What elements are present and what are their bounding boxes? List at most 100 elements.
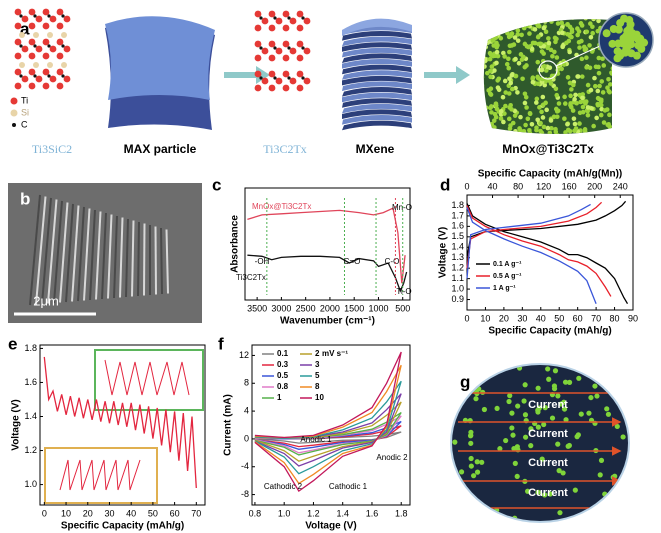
dot [567,13,572,18]
sem-texture [29,194,169,306]
atom [301,46,305,50]
panel-label: b [20,189,30,208]
dot [494,365,500,371]
dot [510,86,515,92]
dot [534,96,540,102]
dot [561,406,568,412]
dot [601,120,607,125]
atom [61,74,65,78]
atom [282,84,290,92]
y-tick-label: 1.5 [451,231,464,241]
series-label: Ti3C2Tx [236,273,266,282]
sem-stripe [29,194,41,306]
dot [499,19,505,24]
dot [498,108,504,114]
atom [303,47,311,55]
y-tick-label: 1.3 [451,252,464,262]
panel-g: g Current Current Current Current [450,363,630,523]
dot [534,21,539,26]
annotation: C-O [385,257,400,266]
dot [495,43,500,48]
mxene-layer [342,92,412,103]
dot [560,470,566,476]
dot [554,114,560,120]
x-tick-label: 1.6 [366,508,379,518]
dot [567,49,572,55]
x-tick-label: 0 [42,508,47,518]
dot [452,479,458,485]
atom [42,52,50,60]
dot [562,116,567,121]
dot [620,434,626,440]
dot [580,104,586,110]
dot [535,59,541,65]
atom [289,77,297,85]
atom [14,22,22,30]
atom [33,14,37,18]
dot [507,49,512,55]
dot [493,114,499,120]
sem-stripe [47,199,58,304]
legend-key [12,123,16,127]
x-tick-label: 20 [499,313,509,323]
dot [483,129,485,134]
dot [592,83,598,89]
dot [498,13,503,18]
dot [595,95,601,101]
dot [584,29,590,35]
dot [625,512,628,518]
dot [527,31,532,36]
legend-key [10,109,18,117]
sem-stripe [77,206,85,302]
dot [503,129,508,134]
dot [506,398,512,405]
dot [483,44,489,50]
dot [478,43,483,48]
atom [287,46,291,50]
dot [614,372,620,378]
dot [539,67,545,73]
y-tick-label: 1.0 [24,479,37,489]
atom [33,44,37,48]
dot [504,61,510,67]
dot [524,105,529,110]
x-tick-label: 1.8 [395,508,408,518]
dot [554,36,559,42]
dot [528,443,534,449]
dot [596,131,601,134]
atom [259,46,263,50]
dot [520,76,525,82]
mxene-stack [342,18,412,131]
dot [481,511,487,517]
dot [515,28,521,33]
atom [275,77,283,85]
dot [614,25,623,34]
dot [502,78,508,84]
atom [296,40,304,48]
dot [610,66,612,71]
x2-tick-label: 160 [562,181,577,191]
inset [44,447,158,504]
x-axis-title: Voltage (V) [305,521,356,532]
dot [567,128,573,134]
dot [507,126,513,131]
dot [522,91,528,97]
arrow-label: Current [528,457,568,469]
atom [296,70,304,78]
x-tick-label: 500 [395,303,410,313]
dot [503,437,509,444]
x-tick-label: 10 [480,313,490,323]
dot [498,13,503,18]
dot [616,19,625,28]
dot [538,41,543,47]
annotation: Ti-O [396,287,411,296]
dot [574,100,579,106]
dot [533,14,538,19]
atom [33,74,37,78]
dot [488,105,493,111]
dot [478,111,483,116]
atom [28,38,36,46]
dot [509,425,515,431]
dot [579,56,585,62]
dot [541,124,547,130]
